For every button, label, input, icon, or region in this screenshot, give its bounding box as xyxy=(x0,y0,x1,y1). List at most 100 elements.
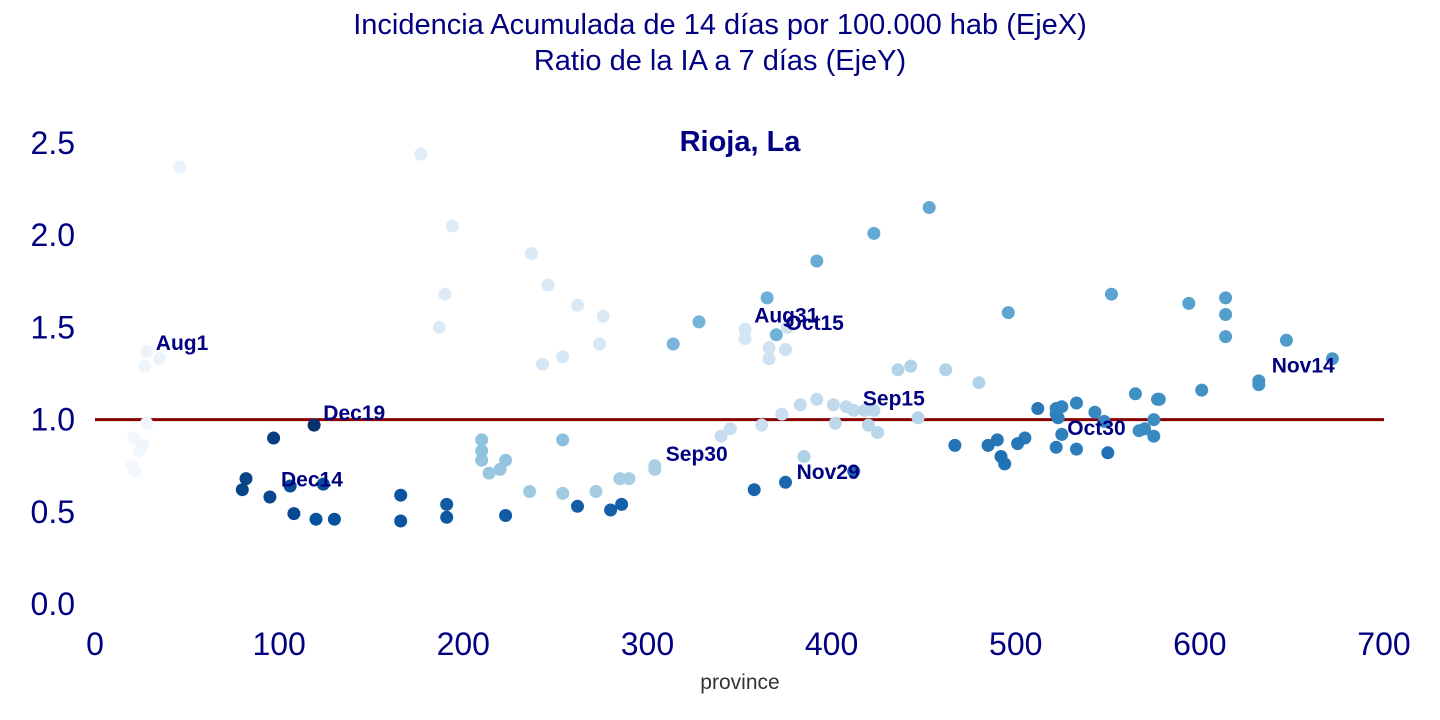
x-tick-label-700: 700 xyxy=(1357,626,1410,662)
data-point-46 xyxy=(797,450,811,463)
annotation-oct15: Oct15 xyxy=(786,312,845,335)
data-point-1 xyxy=(129,464,142,478)
annotation-aug31: Aug31 xyxy=(754,305,819,328)
x-axis-label: province xyxy=(700,671,779,694)
annotation-dec14: Dec14 xyxy=(281,469,343,492)
data-point-112 xyxy=(440,497,454,511)
data-point-42 xyxy=(891,363,905,377)
data-point-118 xyxy=(316,477,330,491)
data-point-2 xyxy=(127,431,141,445)
data-point-31 xyxy=(793,398,807,412)
data-point-67 xyxy=(922,201,936,214)
data-point-68 xyxy=(1001,306,1015,320)
data-point-94 xyxy=(1049,440,1063,454)
y-tick-label-2-5: 2.5 xyxy=(31,125,75,161)
points-layer xyxy=(125,147,1339,528)
data-point-38 xyxy=(867,403,881,417)
data-point-87 xyxy=(1088,405,1102,419)
x-tick-label-400: 400 xyxy=(805,626,858,662)
panel-title: Rioja, La xyxy=(680,126,802,158)
data-point-63 xyxy=(769,328,783,342)
data-point-123 xyxy=(235,483,249,497)
annotation-nov29: Nov29 xyxy=(797,461,860,484)
data-point-78 xyxy=(1195,383,1209,397)
data-point-120 xyxy=(287,507,301,521)
data-point-28 xyxy=(775,407,789,421)
annotation-oct30: Oct30 xyxy=(1067,417,1125,440)
data-point-30 xyxy=(714,429,728,443)
data-point-107 xyxy=(747,483,761,497)
annotation-sep30: Sep30 xyxy=(666,443,728,466)
data-point-114 xyxy=(394,514,408,528)
data-point-109 xyxy=(604,503,618,517)
y-tick-labels: 0.0 0.5 1.0 1.5 2.0 2.5 xyxy=(31,125,75,622)
data-point-72 xyxy=(1219,308,1233,321)
annotation-nov14: Nov14 xyxy=(1272,354,1335,377)
data-point-57 xyxy=(475,453,489,467)
data-point-23 xyxy=(762,341,776,355)
data-point-54 xyxy=(482,466,496,480)
y-tick-label-0-5: 0.5 xyxy=(31,494,75,530)
data-point-119 xyxy=(283,479,297,493)
data-point-48 xyxy=(648,462,662,476)
data-point-108 xyxy=(615,497,629,511)
data-point-61 xyxy=(666,337,680,351)
y-tick-label-2-0: 2.0 xyxy=(31,217,75,253)
data-point-110 xyxy=(571,499,584,513)
data-point-26 xyxy=(779,343,792,356)
figure-title-line1: Incidencia Acumulada de 14 días por 100.… xyxy=(353,9,1087,41)
data-point-17 xyxy=(596,309,610,323)
data-point-95 xyxy=(1070,442,1083,456)
data-point-59 xyxy=(475,433,489,447)
data-point-5 xyxy=(140,416,154,430)
data-point-35 xyxy=(847,403,861,417)
data-point-106 xyxy=(779,475,792,489)
data-point-124 xyxy=(267,431,281,445)
data-point-70 xyxy=(1182,296,1196,310)
data-point-24 xyxy=(762,352,776,366)
data-point-36 xyxy=(828,416,842,430)
data-point-60 xyxy=(556,433,570,447)
data-point-92 xyxy=(1051,411,1065,425)
data-point-84 xyxy=(1147,429,1161,443)
data-point-22 xyxy=(738,332,752,345)
data-point-53 xyxy=(523,485,537,498)
data-point-14 xyxy=(524,247,538,261)
data-point-18 xyxy=(593,337,607,351)
data-point-44 xyxy=(939,363,953,377)
data-point-71 xyxy=(1219,291,1233,305)
data-point-6 xyxy=(138,359,152,373)
x-tick-label-0: 0 xyxy=(86,626,104,662)
data-point-88 xyxy=(1070,396,1083,410)
x-tick-labels: 0 100 200 300 400 500 600 700 xyxy=(86,626,1411,662)
data-point-74 xyxy=(1279,333,1293,347)
data-point-81 xyxy=(1128,387,1142,401)
data-point-105 xyxy=(847,464,861,478)
data-point-86 xyxy=(1097,414,1111,428)
data-point-16 xyxy=(571,298,584,312)
data-point-13 xyxy=(432,320,446,334)
data-point-50 xyxy=(613,472,627,486)
data-point-62 xyxy=(692,315,706,329)
data-point-85 xyxy=(1138,422,1152,436)
data-point-20 xyxy=(536,357,549,371)
x-tick-label-600: 600 xyxy=(1173,626,1226,662)
data-point-12 xyxy=(438,287,452,301)
data-point-116 xyxy=(327,512,341,526)
data-point-77 xyxy=(1252,378,1266,392)
annotations-layer: Aug1 Aug31 Sep15 Sep30 Oct15 Oct30 Nov14 Nov29 D… xyxy=(156,305,1335,492)
data-point-9 xyxy=(173,160,187,174)
data-point-41 xyxy=(911,411,925,425)
data-point-37 xyxy=(858,403,872,417)
data-point-43 xyxy=(904,359,918,373)
data-point-58 xyxy=(475,444,489,458)
data-point-93 xyxy=(1055,427,1069,441)
data-point-100 xyxy=(981,438,995,452)
y-tick-label-0-0: 0.0 xyxy=(31,586,75,622)
data-point-25 xyxy=(780,320,794,334)
data-point-101 xyxy=(948,438,962,452)
data-point-27 xyxy=(755,418,769,432)
data-point-104 xyxy=(1101,446,1115,460)
data-point-32 xyxy=(810,392,824,406)
data-point-65 xyxy=(810,254,824,268)
